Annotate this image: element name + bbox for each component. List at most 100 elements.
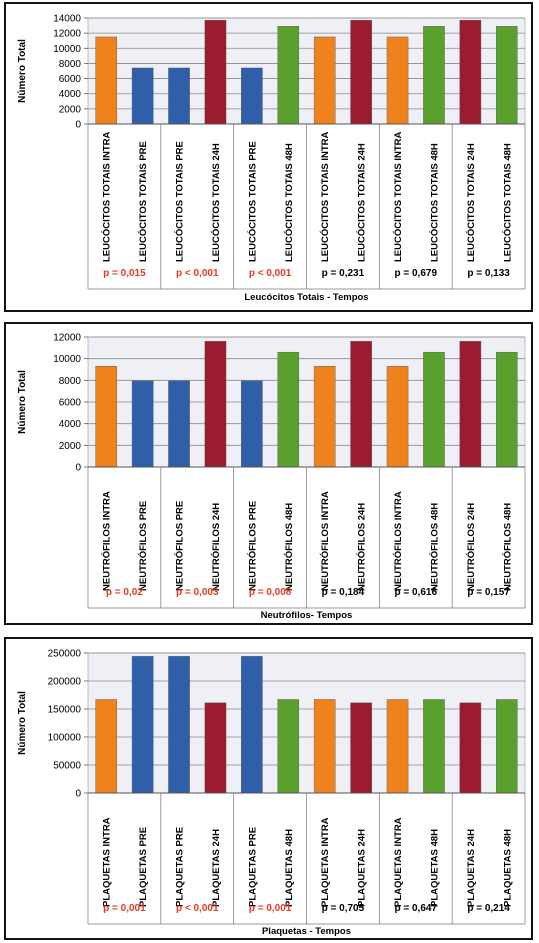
y-tick-label: 50000 <box>53 761 81 772</box>
bar <box>496 26 518 125</box>
y-tick-label: 2000 <box>59 441 82 452</box>
category-label: PLAQUETAS INTRA <box>320 817 331 907</box>
category-label: NEUTRÓFILOS INTRA <box>392 491 404 591</box>
category-label: LEUCÓCITOS TOTAIS 48H <box>501 143 513 262</box>
p-value-label: p = 0,616 <box>394 587 437 598</box>
category-label: PLAQUETAS PRE <box>175 827 186 907</box>
category-label: PLAQUETAS PRE <box>138 827 149 907</box>
bar <box>350 20 372 125</box>
y-tick-label: 10000 <box>53 44 81 55</box>
bar <box>386 366 409 468</box>
y-axis-title: Número Total <box>17 39 28 103</box>
p-value-label: p = 0,133 <box>467 268 510 279</box>
category-label: LEUCÓCITOS TOTAIS PRE <box>174 141 186 262</box>
category-label: LEUCÓCITOS TOTAIS 48H <box>283 143 295 262</box>
bar <box>496 351 518 468</box>
p-value-label: p = 0,02 <box>106 587 143 598</box>
p-value-label: p = 0,231 <box>322 268 365 279</box>
category-label: LEUCÓCITOS TOTAIS 24H <box>356 143 368 262</box>
neutrophils-chart: 0 2000 4000 6000 8000 10000 12000 Número Total N… <box>17 333 526 621</box>
p-value-label: p < 0,001 <box>249 268 292 279</box>
bar <box>241 380 263 468</box>
platelets-chart: 0 50000 100000 150000 200000 250000 Número Tot… <box>17 649 526 937</box>
bar <box>386 699 409 794</box>
p-value-label: p = 0,001 <box>249 903 292 914</box>
category-label: NEUTRÓFILOS PRE <box>137 501 149 591</box>
bar <box>313 36 336 125</box>
bar <box>168 656 190 794</box>
bar <box>423 699 445 794</box>
p-value-label: p = 0,008 <box>249 587 292 598</box>
p-value-label: p = 0,001 <box>103 903 146 914</box>
bar <box>168 67 190 125</box>
category-label: PLAQUETAS 48H <box>502 829 513 907</box>
y-tick-label: 10000 <box>53 354 81 365</box>
y-tick-label: 0 <box>75 120 81 131</box>
p-value-label: p = 0,214 <box>467 903 510 914</box>
bar <box>131 380 154 468</box>
y-tick-label: 6000 <box>59 74 82 85</box>
plot-area <box>87 17 526 125</box>
bar <box>277 26 300 125</box>
bar <box>204 702 227 794</box>
category-label: NEUTRÓFILOS INTRA <box>101 491 113 591</box>
category-label: PLAQUETAS 24H <box>211 829 222 907</box>
bar <box>277 699 300 794</box>
y-tick-label: 8000 <box>59 59 82 70</box>
p-value-label: p = 0,157 <box>467 587 510 598</box>
bar <box>459 702 482 794</box>
bar <box>423 26 445 125</box>
y-tick-label: 6000 <box>59 398 82 409</box>
category-label: PLAQUETAS INTRA <box>393 817 404 907</box>
y-tick-label: 12000 <box>53 333 81 344</box>
category-label: PLAQUETAS INTRA <box>102 817 113 907</box>
p-value-label: p = 0,015 <box>103 268 146 279</box>
p-value-label: p < 0,001 <box>176 268 219 279</box>
category-label: LEUCÓCITOS TOTAIS INTRA <box>101 131 113 262</box>
bar <box>423 351 445 468</box>
category-label: PLAQUETAS PRE <box>247 827 258 907</box>
bar <box>459 20 482 125</box>
category-label: NEUTRÓFILOS PRE <box>174 501 186 591</box>
category-label: PLAQUETAS 48H <box>429 829 440 907</box>
platelets-chart-panel: 0 50000 100000 150000 200000 250000 Número Tot… <box>4 637 533 940</box>
bar <box>241 656 263 794</box>
leukocytes-chart: 0 2000 4000 6000 8000 10000 12000 14000 Número T… <box>17 14 526 303</box>
category-label: PLAQUETAS 24H <box>357 829 368 907</box>
y-tick-label: 150000 <box>48 705 82 716</box>
bar <box>204 341 227 468</box>
bar <box>95 366 117 468</box>
y-axis-title: Número Total <box>17 370 28 434</box>
x-axis-title: Neutrófilos- Tempos <box>261 610 353 621</box>
bar <box>241 67 263 125</box>
category-label: NEUTRÓFILOS 48H <box>428 503 440 591</box>
category-label: NEUTRÓFILOS PRE <box>246 501 258 591</box>
leukocytes-chart-panel: 0 2000 4000 6000 8000 10000 12000 14000 Número T… <box>4 2 533 312</box>
category-label: LEUCÓCITOS TOTAIS 24H <box>465 143 477 262</box>
category-label: LEUCÓCITOS TOTAIS PRE <box>137 141 149 262</box>
bar <box>168 380 190 468</box>
bar <box>350 702 372 794</box>
bar <box>496 699 518 794</box>
bar <box>386 36 409 125</box>
bar <box>277 351 300 468</box>
y-tick-label: 0 <box>75 463 81 474</box>
p-value-label: p = 0,679 <box>394 268 437 279</box>
y-tick-label: 2000 <box>59 104 82 115</box>
y-tick-label: 12000 <box>53 29 81 40</box>
p-value-label: p = 0,003 <box>176 587 219 598</box>
y-tick-label: 4000 <box>59 89 82 100</box>
y-axis-title: Número Total <box>17 691 28 755</box>
x-axis-title: Leucócitos Totais - Tempos <box>244 292 368 303</box>
category-label: NEUTRÓFILOS 24H <box>356 503 368 591</box>
category-label: NEUTRÓFILOS INTRA <box>319 491 331 591</box>
bar <box>95 699 117 794</box>
category-label: NEUTRÓFILOS 24H <box>210 503 222 591</box>
p-value-label: p = 0,647 <box>394 903 437 914</box>
bar <box>131 67 154 125</box>
y-tick-label: 14000 <box>53 14 81 25</box>
y-tick-label: 8000 <box>59 376 82 387</box>
category-label: LEUCÓCITOS TOTAIS PRE <box>246 141 258 262</box>
plot-area <box>87 652 526 794</box>
bar <box>95 36 117 125</box>
